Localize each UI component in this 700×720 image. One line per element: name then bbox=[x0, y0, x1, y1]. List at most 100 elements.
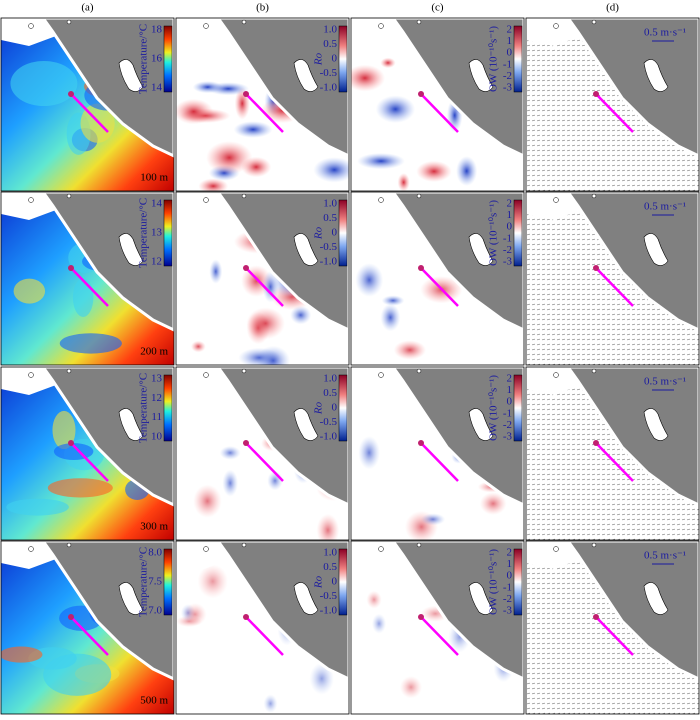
column-label: (d) bbox=[606, 2, 619, 14]
islet bbox=[203, 372, 209, 378]
panel: 1.0 0.5 0 -0.5 -1.0 Ro bbox=[175, 191, 350, 366]
colorbar-tick-label: 12 bbox=[151, 256, 162, 268]
panel-frame bbox=[525, 191, 700, 366]
colorbar-tick-label: 1.0 bbox=[323, 547, 337, 559]
colorbar-tick-label: 2 bbox=[507, 547, 513, 559]
eddy bbox=[380, 57, 396, 69]
panel: 0.5 m·s⁻¹ bbox=[525, 540, 700, 715]
panel-frame bbox=[350, 540, 525, 715]
island bbox=[293, 582, 319, 615]
section-line bbox=[420, 442, 459, 482]
section-line bbox=[70, 93, 109, 133]
section-line bbox=[420, 616, 459, 656]
section-line bbox=[70, 267, 109, 307]
map bbox=[526, 367, 699, 540]
islet bbox=[378, 23, 384, 29]
panel-frame bbox=[525, 540, 700, 715]
scale-label: 0.5 m·s⁻¹ bbox=[644, 550, 686, 562]
colorbar-tick-label: 0 bbox=[332, 227, 338, 239]
panel-frame bbox=[350, 366, 525, 541]
no-data bbox=[526, 367, 581, 395]
section-start bbox=[243, 265, 249, 271]
panel-frame bbox=[350, 191, 525, 366]
colorbar-tick-label: 1 bbox=[507, 558, 513, 570]
eddy bbox=[198, 178, 229, 191]
colorbar-tick-label: 2 bbox=[507, 373, 513, 385]
colorbar-label: OW (10⁻¹⁰s⁻¹) bbox=[488, 375, 500, 441]
section-start bbox=[243, 614, 249, 620]
colorbar-label: OW (10⁻¹⁰s⁻¹) bbox=[488, 549, 500, 615]
no-data bbox=[351, 541, 406, 569]
islet bbox=[28, 197, 34, 203]
temperature-blob bbox=[72, 278, 94, 317]
islet bbox=[28, 546, 34, 552]
no-data bbox=[176, 192, 231, 220]
islet bbox=[203, 197, 209, 203]
eddy bbox=[176, 98, 214, 125]
colorbar-tick-label: 0 bbox=[332, 53, 338, 65]
colorbar bbox=[338, 199, 348, 267]
land bbox=[41, 192, 174, 332]
temperature-blob bbox=[10, 60, 78, 107]
eddy bbox=[206, 141, 253, 175]
colorbar-tick-label: 14 bbox=[151, 198, 163, 210]
colorbar bbox=[163, 199, 173, 267]
islet bbox=[66, 19, 72, 25]
eddy bbox=[351, 64, 386, 92]
map bbox=[1, 192, 174, 365]
no-data bbox=[526, 18, 581, 46]
colorbar-tick-label: 13 bbox=[151, 227, 163, 239]
panel-frame bbox=[0, 17, 175, 192]
colorbar-tick-label: -0.5 bbox=[320, 590, 338, 602]
map bbox=[351, 192, 524, 365]
island bbox=[468, 408, 494, 441]
section-start bbox=[418, 614, 424, 620]
islet bbox=[66, 193, 72, 199]
colorbar bbox=[513, 199, 523, 267]
section-line bbox=[595, 616, 634, 656]
land bbox=[216, 192, 349, 332]
eddy bbox=[371, 613, 387, 634]
map bbox=[1, 367, 174, 540]
colorbar-tick-label: 1.0 bbox=[323, 24, 337, 36]
eddy bbox=[479, 492, 507, 515]
island bbox=[293, 233, 319, 266]
colorbar-tick-label: -1.0 bbox=[320, 605, 338, 617]
colorbar-label: OW (10⁻¹⁰s⁻¹) bbox=[488, 200, 500, 266]
eddy bbox=[355, 263, 384, 297]
temperature-blob bbox=[59, 333, 122, 354]
map bbox=[351, 541, 524, 714]
depth-label: 200 m bbox=[140, 346, 168, 358]
colorbar-tick-label: 1 bbox=[507, 35, 513, 47]
islet bbox=[591, 19, 597, 25]
scale-label: 0.5 m·s⁻¹ bbox=[644, 27, 686, 39]
colorbar-tick-label: -1.0 bbox=[320, 256, 338, 268]
islet bbox=[553, 197, 559, 203]
depth-label: 300 m bbox=[140, 521, 168, 533]
section-line bbox=[595, 93, 634, 133]
colorbar-tick-label: 0 bbox=[507, 47, 513, 59]
colorbar-tick-label: 0.5 bbox=[323, 387, 337, 399]
section-line bbox=[595, 442, 634, 482]
islet bbox=[591, 368, 597, 374]
no-data bbox=[526, 192, 581, 220]
island bbox=[643, 233, 669, 266]
islet bbox=[203, 546, 209, 552]
panel-frame bbox=[175, 191, 350, 366]
colorbar-tick-label: 0.5 bbox=[323, 38, 337, 50]
island bbox=[468, 59, 494, 92]
scale-label: 0.5 m·s⁻¹ bbox=[644, 201, 686, 213]
column-label: (c) bbox=[431, 2, 444, 14]
islet bbox=[378, 546, 384, 552]
map bbox=[176, 192, 349, 365]
eddy bbox=[246, 307, 286, 340]
temperature-blob bbox=[1, 646, 43, 663]
map bbox=[526, 541, 699, 714]
islet bbox=[416, 193, 422, 199]
panel: 1.0 0.5 0 -0.5 -1.0 Ro bbox=[175, 540, 350, 715]
colorbar-tick-label: -3 bbox=[503, 256, 513, 268]
island bbox=[468, 233, 494, 266]
panel-frame bbox=[525, 17, 700, 192]
land bbox=[391, 192, 524, 332]
